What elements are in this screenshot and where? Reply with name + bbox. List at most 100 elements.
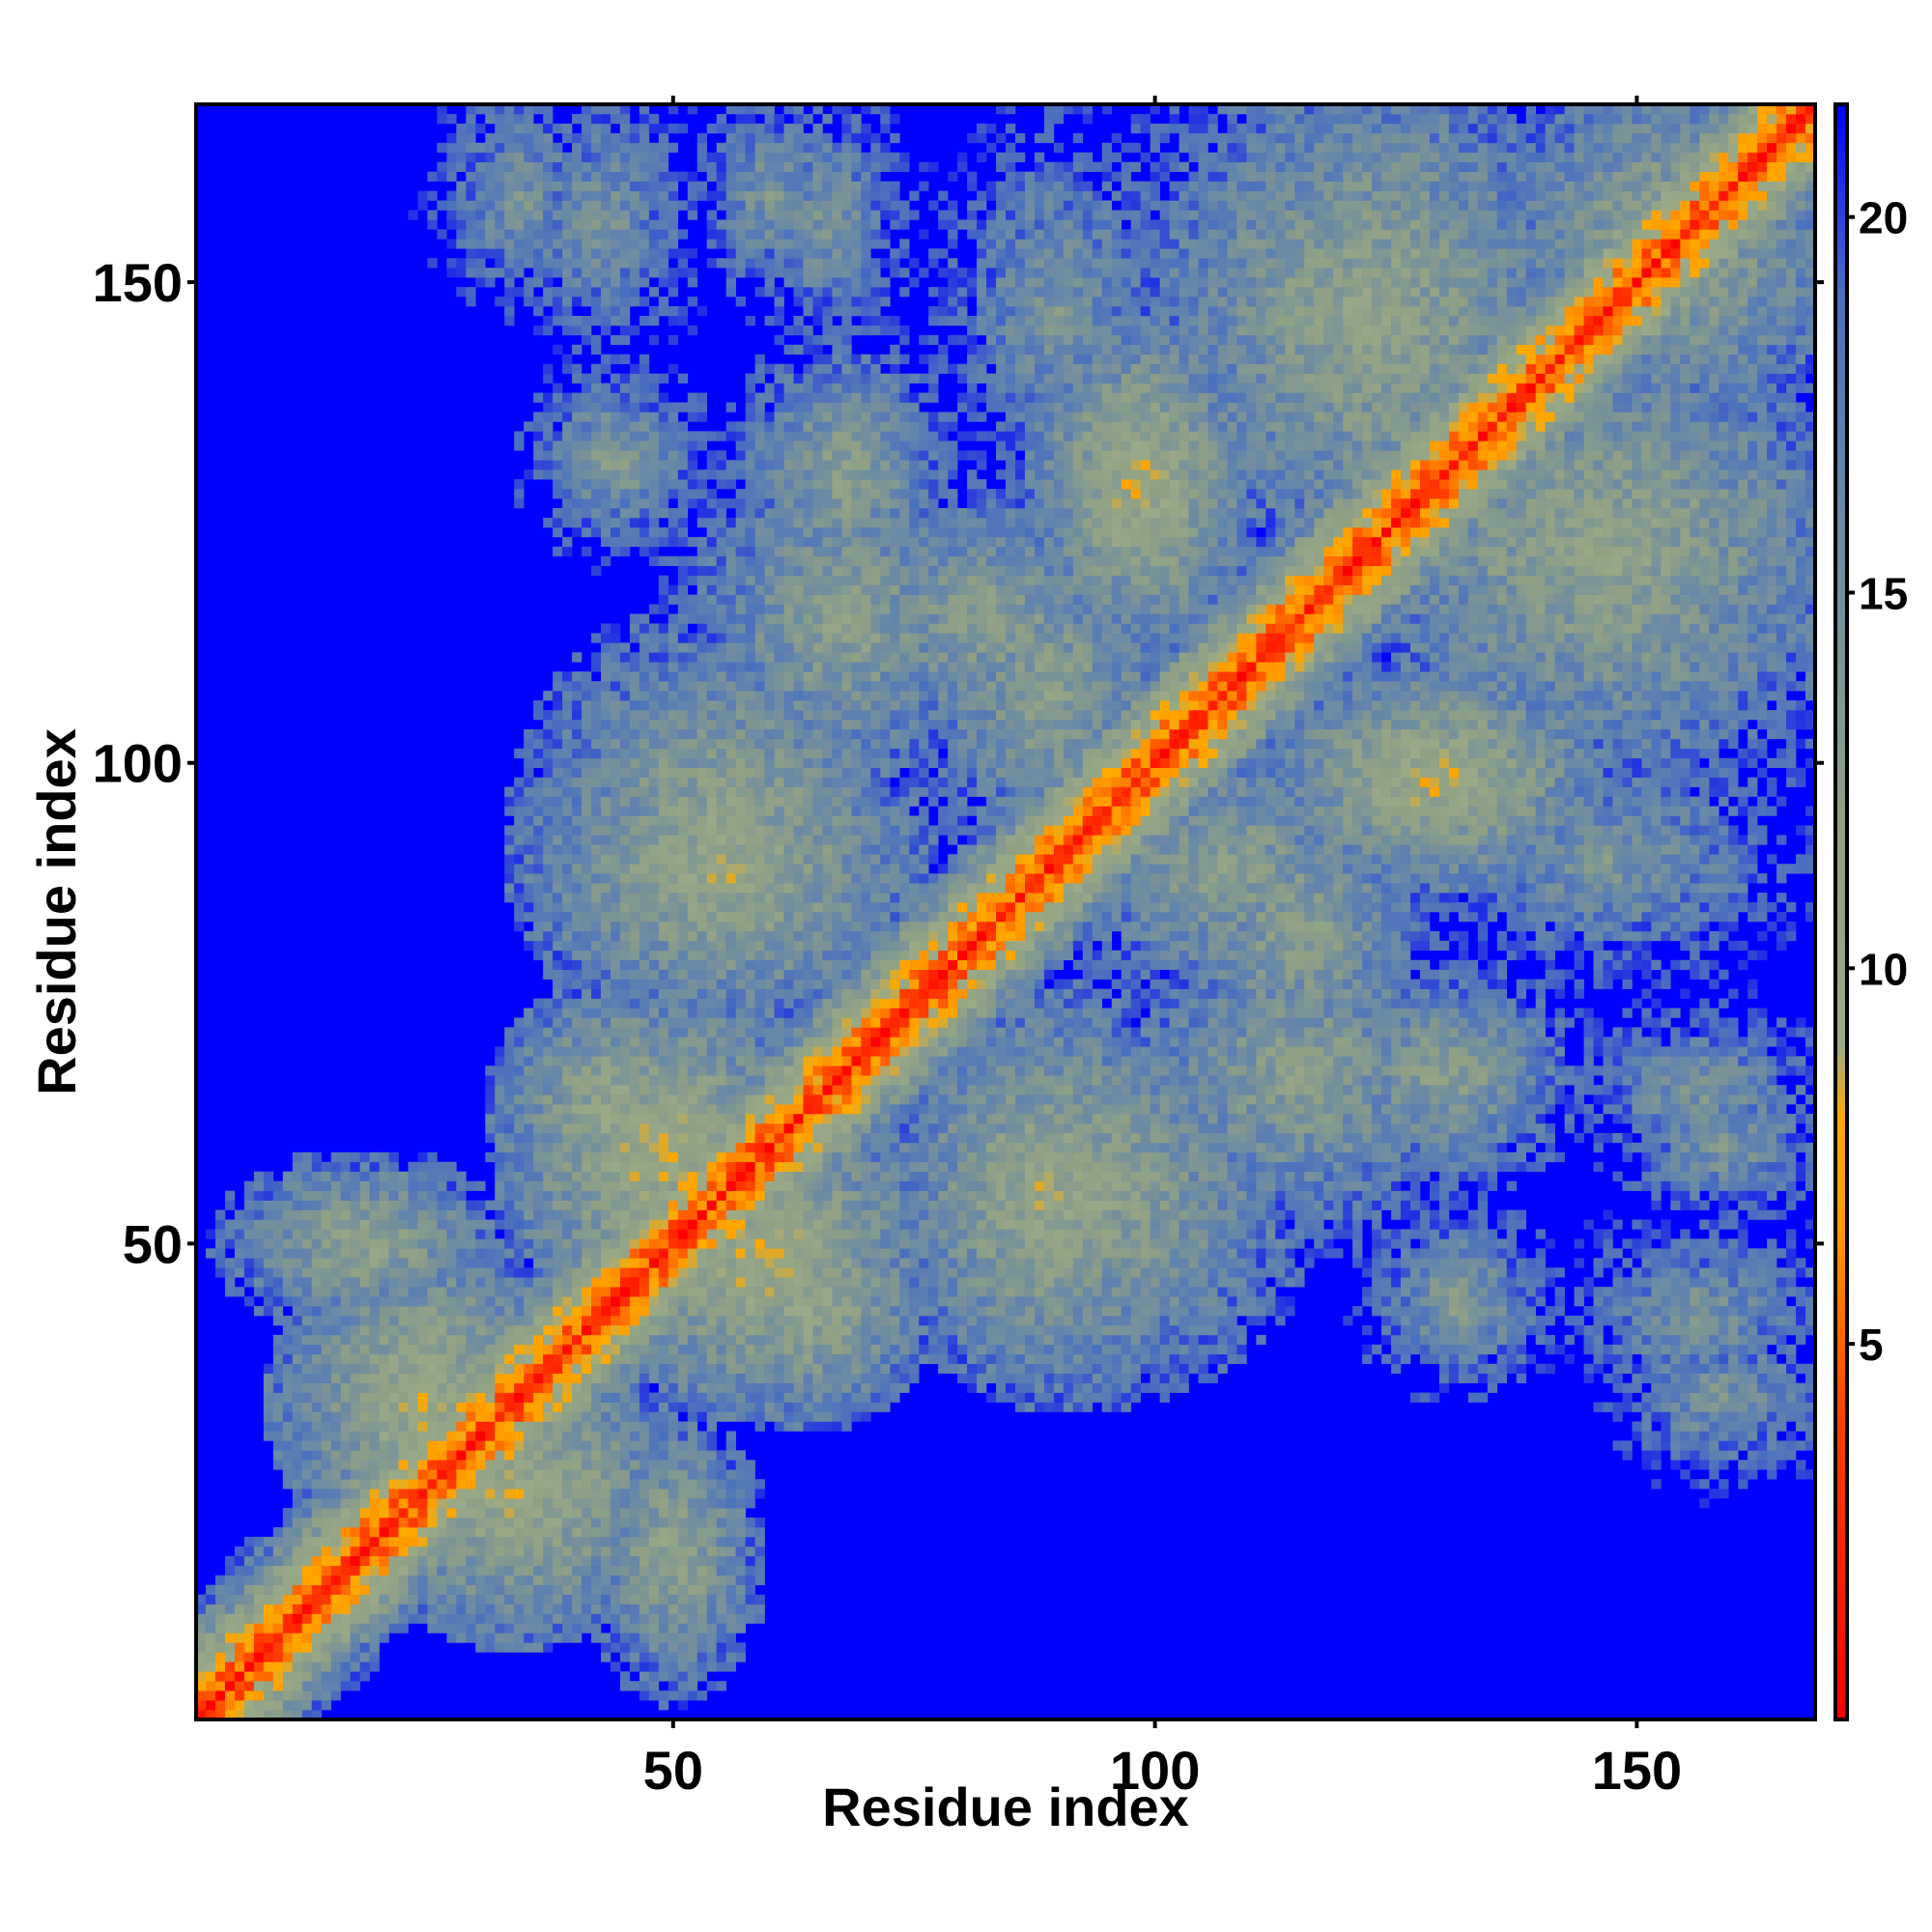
heatmap-cell: [697, 1652, 707, 1662]
heatmap-cell: [417, 1537, 427, 1547]
heatmap-cell: [283, 1633, 293, 1642]
heatmap-cell: [726, 182, 736, 191]
heatmap-cell: [514, 1133, 524, 1143]
heatmap-cell: [707, 1460, 717, 1469]
heatmap-cell: [533, 431, 543, 440]
heatmap-cell: [601, 210, 611, 219]
heatmap-cell: [370, 1229, 380, 1238]
heatmap-cell: [370, 1595, 380, 1605]
heatmap-cell: [514, 191, 524, 201]
heatmap-cell: [668, 729, 678, 739]
heatmap-cell: [514, 1037, 524, 1046]
heatmap-cell: [543, 1374, 553, 1383]
heatmap-cell: [562, 864, 572, 873]
heatmap-cell: [456, 1316, 466, 1325]
heatmap-cell: [562, 248, 572, 258]
heatmap-cell: [688, 1527, 697, 1537]
heatmap-cell: [717, 191, 726, 201]
heatmap-cell: [312, 1316, 322, 1325]
heatmap-cell: [659, 412, 668, 421]
heatmap-cell: [601, 710, 611, 720]
heatmap-cell: [639, 854, 649, 864]
heatmap-cell: [417, 1450, 427, 1460]
heatmap-cell: [427, 1354, 437, 1364]
heatmap-cell: [456, 1335, 466, 1345]
heatmap-cell: [630, 1162, 639, 1172]
heatmap-cell: [668, 778, 678, 787]
heatmap-cell: [312, 1152, 322, 1162]
heatmap-cell: [678, 1114, 688, 1123]
heatmap-cell: [389, 1508, 399, 1518]
heatmap-cell: [351, 1421, 360, 1431]
heatmap-cell: [380, 1248, 389, 1258]
heatmap-cell: [717, 1191, 726, 1201]
heatmap-cell: [543, 364, 553, 374]
heatmap-cell: [370, 1306, 380, 1316]
heatmap-cell: [293, 1460, 302, 1469]
heatmap-cell: [504, 1143, 514, 1152]
heatmap-cell: [707, 1017, 717, 1027]
heatmap-cell: [630, 633, 639, 642]
heatmap-cell: [572, 1354, 582, 1364]
heatmap-cell: [437, 1325, 446, 1335]
heatmap-cell: [273, 1690, 283, 1700]
heatmap-cell: [630, 182, 639, 191]
heatmap-cell: [408, 1219, 417, 1229]
heatmap-cell: [591, 999, 601, 1009]
heatmap-cell: [504, 1306, 514, 1316]
heatmap-cell: [726, 1325, 736, 1335]
heatmap-cell: [302, 1325, 312, 1335]
heatmap-cell: [553, 1201, 562, 1210]
heatmap-cell: [514, 1614, 524, 1624]
heatmap-cell: [649, 1037, 659, 1046]
heatmap-cell: [572, 912, 582, 922]
heatmap-cell: [370, 1267, 380, 1277]
heatmap-cell: [591, 210, 601, 219]
heatmap-cell: [380, 1172, 389, 1181]
heatmap-cell: [572, 729, 582, 739]
heatmap-cell: [380, 1440, 389, 1450]
heatmap-cell: [475, 1460, 485, 1469]
heatmap-cell: [611, 1364, 620, 1374]
heatmap-cell: [582, 1094, 591, 1104]
heatmap-cell: [524, 1585, 533, 1595]
heatmap-cell: [485, 229, 495, 239]
heatmap-cell: [504, 1623, 514, 1633]
heatmap-cell: [562, 1181, 572, 1191]
heatmap-cell: [620, 1527, 630, 1537]
heatmap-cell: [408, 1201, 417, 1210]
heatmap-cell: [380, 1633, 389, 1642]
heatmap-cell: [611, 1412, 620, 1422]
heatmap-cell: [620, 124, 630, 133]
heatmap-cell: [736, 1576, 746, 1585]
heatmap-cell: [707, 1306, 717, 1316]
heatmap-cell: [380, 1469, 389, 1479]
heatmap-cell: [553, 1585, 562, 1595]
heatmap-cell: [543, 124, 553, 133]
heatmap-cell: [688, 1489, 697, 1498]
heatmap-cell: [582, 1614, 591, 1624]
heatmap-cell: [659, 1325, 668, 1335]
heatmap-cell: [668, 671, 678, 681]
heatmap-cell: [273, 1421, 283, 1431]
heatmap-cell: [562, 182, 572, 191]
heatmap-cell: [668, 797, 678, 807]
heatmap-cell: [543, 912, 553, 922]
heatmap-cell: [264, 1605, 273, 1614]
heatmap-cell: [533, 873, 543, 883]
heatmap-cell: [668, 431, 678, 440]
heatmap-cell: [620, 902, 630, 912]
heatmap-cell: [427, 1450, 437, 1460]
heatmap-cell: [678, 1364, 688, 1374]
heatmap-cell: [659, 1277, 668, 1287]
heatmap-cell: [370, 1191, 380, 1201]
heatmap-cell: [736, 980, 746, 989]
heatmap-cell: [446, 1354, 456, 1364]
heatmap-cell: [553, 1017, 562, 1027]
heatmap-cell: [543, 1133, 553, 1143]
heatmap-cell: [668, 633, 678, 642]
heatmap-cell: [485, 1633, 495, 1642]
heatmap-cell: [553, 1623, 562, 1633]
heatmap-cell: [659, 527, 668, 537]
heatmap-cell: [688, 605, 697, 614]
